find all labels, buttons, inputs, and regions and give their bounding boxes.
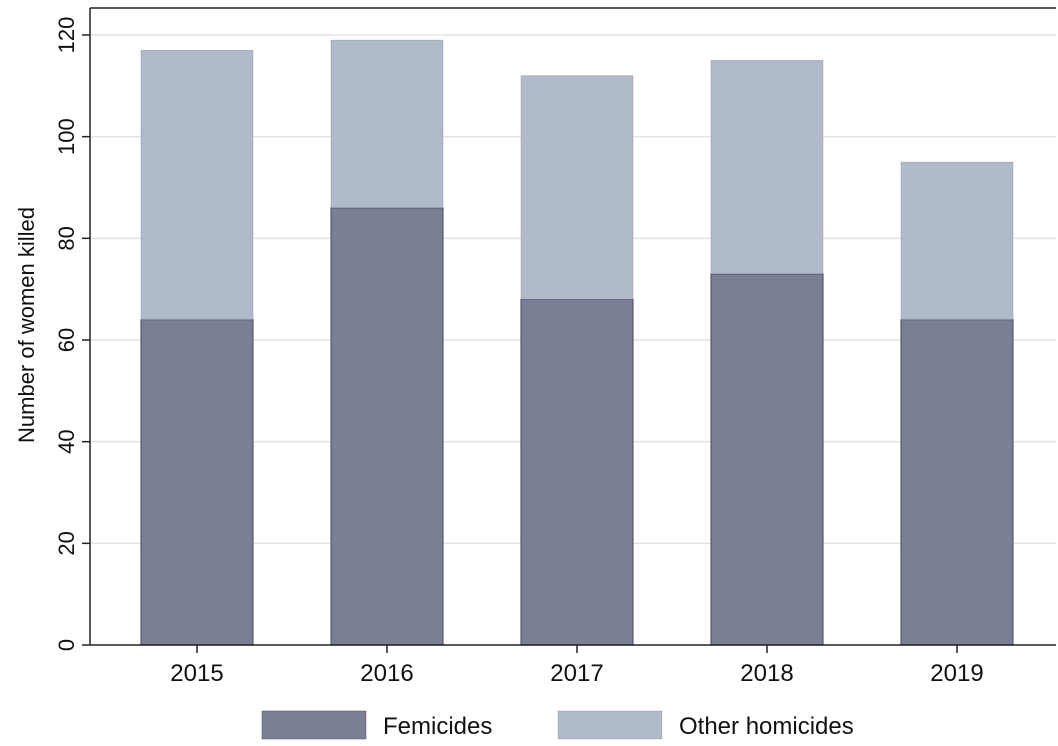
x-tick-label: 2015 [170, 660, 223, 687]
bar-other-homicides-2018 [710, 60, 824, 275]
bar-other-homicides-2016 [330, 39, 444, 209]
y-tick-label: 100 [54, 118, 79, 155]
bar-other-homicides-2019 [900, 161, 1014, 320]
y-tick-label: 0 [54, 639, 79, 651]
bar-femicides-2019 [900, 319, 1014, 646]
bar-other-homicides-2015 [140, 49, 254, 320]
x-tick-label: 2017 [550, 660, 603, 687]
x-tick-label: 2019 [930, 660, 983, 687]
y-ticks: 0 20 40 60 80 100 120 [54, 17, 90, 651]
x-tick-label: 2018 [740, 660, 793, 687]
bars [140, 39, 1014, 646]
y-tick-label: 20 [54, 531, 79, 555]
legend-swatch-femicides [261, 710, 367, 740]
y-tick-label: 80 [54, 226, 79, 250]
legend-label-other-homicides: Other homicides [679, 713, 854, 740]
bar-femicides-2015 [140, 319, 254, 646]
y-tick-label: 120 [54, 17, 79, 54]
bar-femicides-2018 [710, 273, 824, 646]
legend-label-femicides: Femicides [383, 713, 492, 740]
bar-femicides-2017 [520, 298, 634, 646]
legend: Femicides Other homicides [261, 710, 854, 740]
y-tick-label: 60 [54, 328, 79, 352]
bar-femicides-2016 [330, 207, 444, 646]
bar-other-homicides-2017 [520, 75, 634, 300]
y-tick-label: 40 [54, 429, 79, 453]
x-ticks: 2015 2016 2017 2018 2019 [170, 645, 984, 687]
y-axis-label: Number of women killed [14, 207, 39, 443]
legend-swatch-other-homicides [557, 710, 663, 740]
x-tick-label: 2016 [360, 660, 413, 687]
axes [89, 7, 1056, 646]
